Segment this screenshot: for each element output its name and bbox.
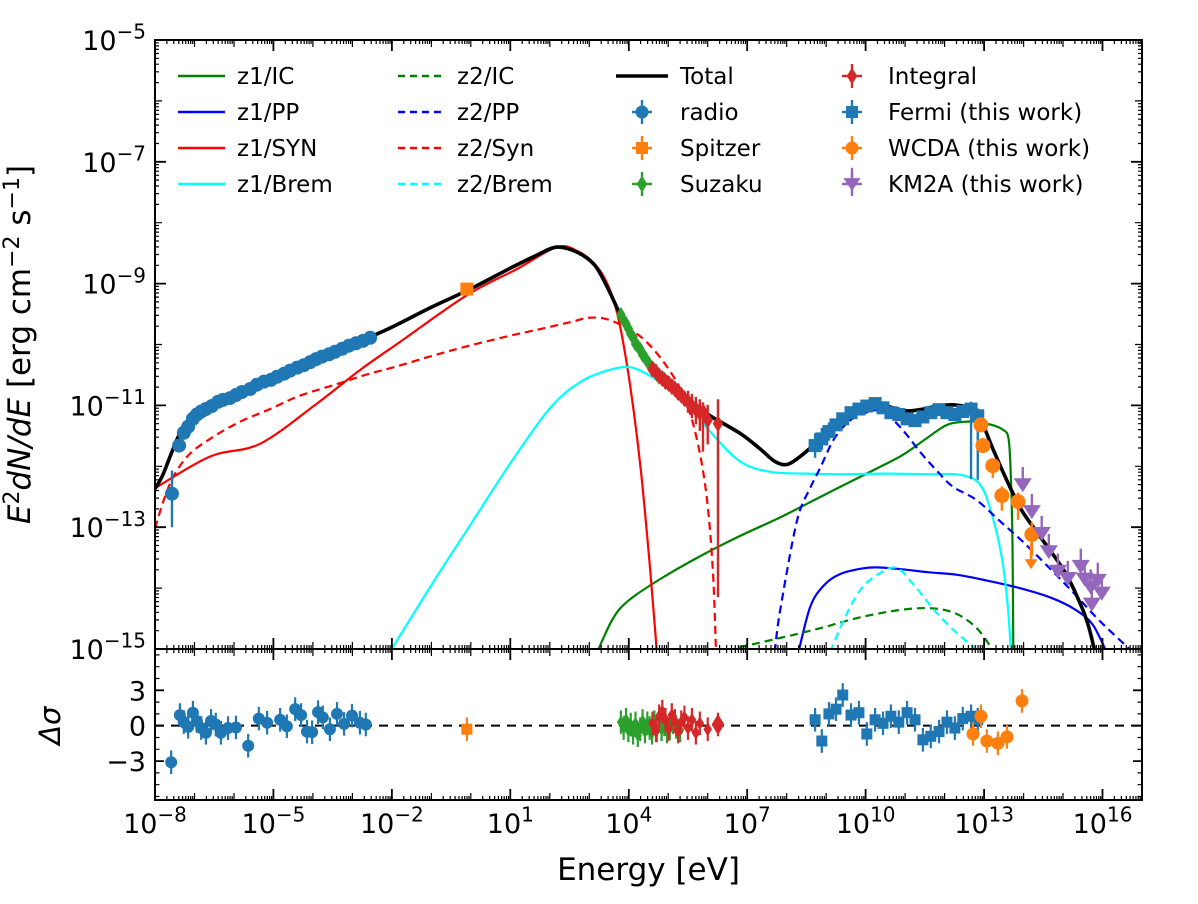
legend-entry-z2-pp: z2/PP [398,100,519,126]
x-tick-label: 10−2 [360,803,424,840]
x-tick-label: 10−5 [242,803,306,840]
curve-z2-syn [155,316,717,649]
legend-entry-z1-ic: z1/IC [178,64,294,90]
legend-entry-integral: Integral [842,64,977,90]
x-tick-label: 1016 [1073,803,1133,840]
legend-label: z1/PP [237,100,299,126]
legend-label: radio [680,100,739,126]
legend-label: KM2A (this work) [888,172,1084,198]
curve-z2-pp [774,409,1131,649]
legend-entry-suzaku: Suzaku [632,172,763,198]
legend-wcda-this-work-marker-icon [845,141,859,155]
legend-suzaku-marker-icon [636,175,648,193]
legend-km2a-this-work-marker-icon [843,167,861,192]
residual-panel [155,683,1142,775]
residual-series-integral [648,699,725,745]
minor-ticks [155,40,1143,800]
legend: z1/IC z1/PP z1/SYN z1/Brem z2/IC z2/PP z2/Syn z… [178,64,1090,198]
y-tick-label: 10−7 [82,141,146,178]
legend-entry-z2-syn: z2/Syn [398,136,534,162]
residual-series-spitzer [461,717,473,742]
residual-series-radio [165,697,372,775]
legend-label: z2/IC [457,64,514,90]
residual-axis-label: Δσ [33,705,67,747]
legend-entry-z2-ic: z2/IC [398,64,514,90]
x-tick-label: 1010 [836,803,896,840]
legend-fermi-this-work-marker-icon [846,106,858,118]
series-integral [647,360,724,598]
series-radio [164,330,378,528]
legend-label: z2/Syn [457,136,534,162]
legend-label: z1/IC [237,64,294,90]
legend-entry-wcda-this-work: WCDA (this work) [842,136,1090,162]
legend-label: z2/PP [457,100,519,126]
curve-z1-ic [597,420,1015,649]
x-axis-label: Energy [eV] [557,852,740,888]
y-tick-label: 10−13 [69,507,146,544]
series-fermi-this-work [808,397,985,480]
legend-entry-z1-syn: z1/SYN [178,136,317,162]
legend-entry-z2-brem: z2/Brem [398,172,553,198]
legend-integral-marker-icon [846,67,858,85]
legend-spitzer-marker-icon [636,142,648,154]
legend-label: Fermi (this work) [888,100,1082,126]
legend-label: z2/Brem [457,172,553,198]
legend-label: Suzaku [680,172,763,198]
legend-entry-radio: radio [632,100,739,126]
legend-label: Total [679,64,734,90]
y-tick-label: 10−5 [82,20,146,57]
residual-tick-label: −3 [106,747,146,778]
residual-panel-frame [154,648,1143,801]
residual-tick-label: 3 [129,676,146,707]
residual-series-wcda [966,689,1029,756]
series-wcda-limit [1024,543,1038,570]
residual-tick-label: 0 [129,712,146,743]
legend-radio-marker-icon [635,105,649,119]
main-panel [155,244,1131,649]
x-tick-label: 1013 [954,803,1014,840]
y-axis-label: E2dN/dE [erg cm−2 s−1] [0,165,38,524]
x-tick-label: 107 [724,803,771,840]
series-spitzer [460,282,474,296]
series-km2a-this-work [1013,467,1111,612]
legend-entry-total: Total [616,64,734,90]
curve-z1-brem [390,365,1012,649]
series-wcda-this-work [973,417,1040,556]
major-ticks [154,39,1142,800]
legend-entry-fermi-this-work: Fermi (this work) [842,100,1082,126]
legend-label: WCDA (this work) [888,136,1090,162]
x-tick-label: 10−8 [123,803,187,840]
legend-label: Spitzer [680,136,761,162]
curve-z1-pp [798,566,1107,649]
x-tick-label: 101 [487,803,534,840]
legend-label: z1/SYN [237,136,317,162]
legend-label: Integral [888,64,977,90]
y-tick-label: 10−15 [69,629,146,666]
legend-entry-z1-pp: z1/PP [178,100,299,126]
legend-entry-km2a-this-work: KM2A (this work) [842,167,1084,198]
x-tick-label: 104 [605,803,652,840]
legend-entry-z1-brem: z1/Brem [178,172,333,198]
legend-entry-spitzer: Spitzer [632,136,761,162]
y-tick-label: 10−11 [69,385,146,422]
legend-label: z1/Brem [237,172,333,198]
y-tick-label: 10−9 [82,263,146,300]
